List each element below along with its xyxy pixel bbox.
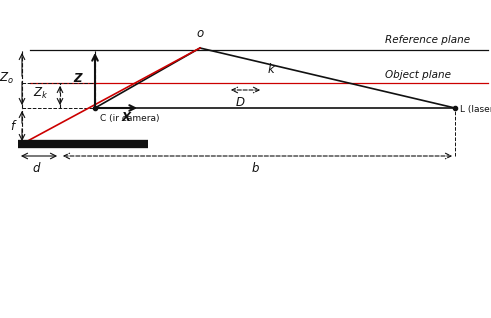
Text: X: X [122, 111, 131, 124]
Text: o: o [196, 27, 204, 40]
Text: C (ir camera): C (ir camera) [100, 114, 160, 123]
Text: L (laser projector): L (laser projector) [460, 106, 491, 114]
Text: $Z_o$: $Z_o$ [0, 71, 14, 86]
Text: Object plane: Object plane [385, 70, 451, 80]
Text: D: D [236, 96, 245, 109]
Text: d: d [32, 162, 40, 175]
Text: Z: Z [74, 72, 82, 85]
Text: f: f [10, 120, 14, 133]
Text: Reference plane: Reference plane [385, 35, 470, 45]
Text: b: b [251, 162, 259, 175]
Text: $Z_k$: $Z_k$ [32, 86, 48, 100]
Text: k: k [268, 63, 275, 76]
